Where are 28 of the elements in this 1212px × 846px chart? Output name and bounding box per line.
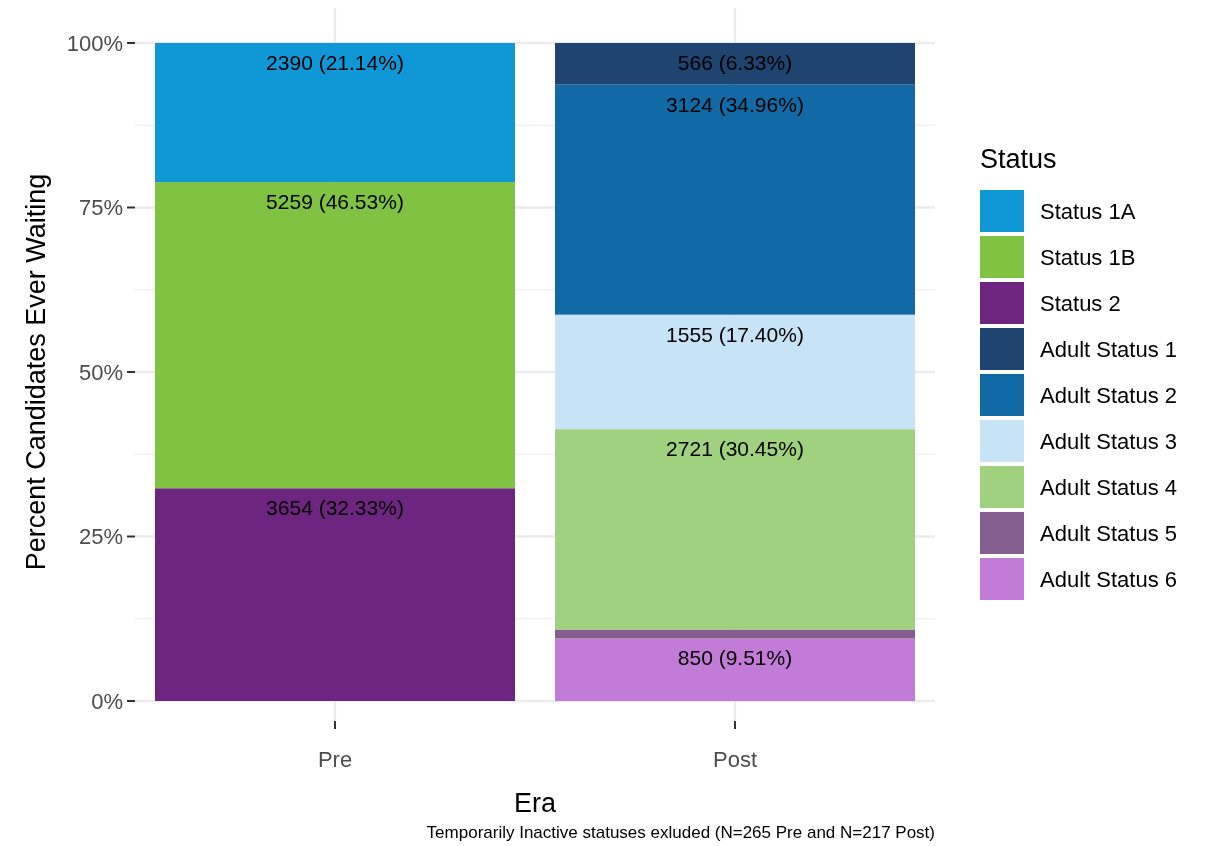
legend-label: Status 1A: [1040, 198, 1136, 224]
legend-label: Adult Status 1: [1040, 336, 1177, 362]
data-label: 5259 (46.53%): [266, 190, 404, 214]
legend-label: Adult Status 4: [1040, 474, 1177, 500]
data-label: 1555 (17.40%): [666, 322, 804, 346]
text: Temporarily Inactive statuses exluded (N=265 Pre and N=217 Post): [426, 823, 935, 842]
data-label: 850 (9.51%): [677, 646, 793, 670]
legend-label: Adult Status 6: [1040, 566, 1177, 592]
data-label: 566 (6.33%): [677, 51, 793, 74]
x-tick-label: Pre: [317, 747, 353, 772]
legend-label: Adult Status 5: [1040, 520, 1177, 546]
x-tick-label: Post: [712, 747, 758, 772]
data-label: 3124 (34.96%): [666, 92, 804, 116]
y-axis-title: Percent Candidates Ever Waiting: [21, 173, 51, 571]
y-tick-label: 100%: [66, 30, 123, 56]
data-label: 2390 (21.14%): [266, 51, 404, 74]
legend-label: Adult Status 3: [1040, 428, 1177, 454]
y-tick-label: 25%: [78, 524, 123, 550]
y-tick-label: 50%: [78, 359, 123, 385]
legend-title: Status: [980, 144, 1057, 174]
y-tick-label: 0%: [91, 688, 123, 714]
data-label: 3654 (32.33%): [266, 496, 404, 520]
y-tick-label: 75%: [78, 195, 123, 221]
legend-label: Status 1B: [1040, 244, 1136, 270]
x-axis-title: Era: [513, 788, 557, 818]
legend-label: Status 2: [1040, 290, 1121, 316]
legend-label: Adult Status 2: [1040, 382, 1177, 408]
data-label: 2721 (30.45%): [666, 437, 804, 461]
